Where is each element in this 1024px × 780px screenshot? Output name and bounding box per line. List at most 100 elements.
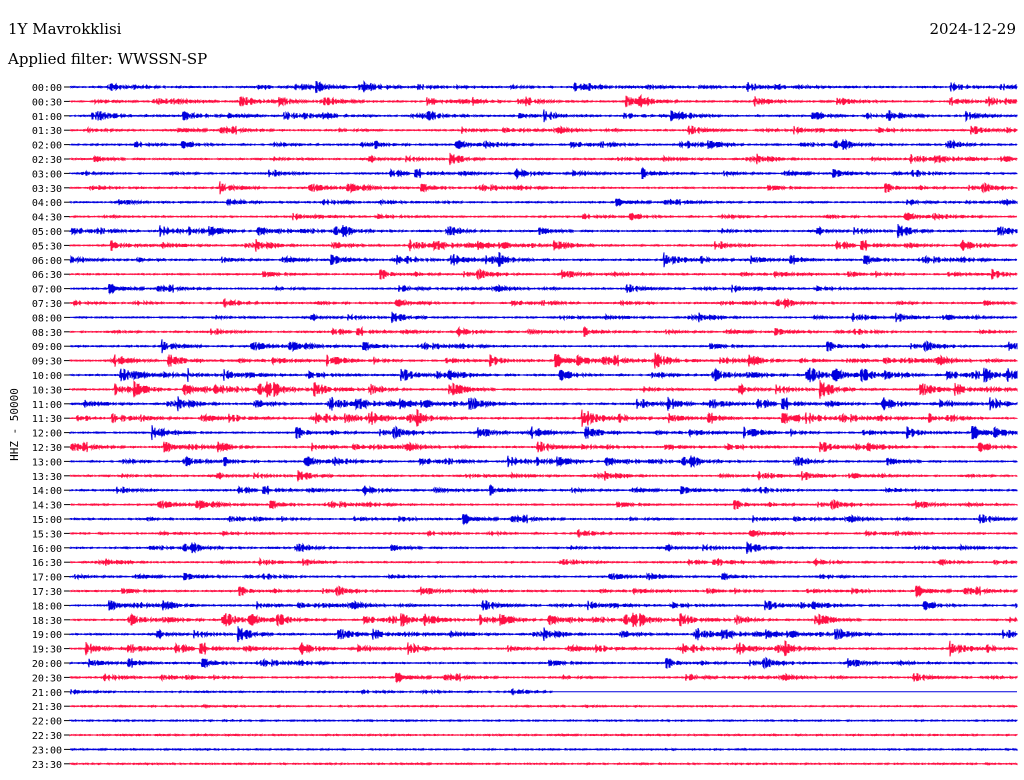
row-time-label: 21:30 (32, 702, 62, 713)
row-time-label: 10:30 (32, 385, 62, 396)
row-time-label: 08:30 (32, 328, 62, 339)
seismic-trace (69, 761, 1018, 766)
filter-label: Applied filter: WWSSN-SP (8, 50, 208, 68)
row-time-label: 00:30 (32, 97, 62, 108)
seismic-trace (69, 311, 1018, 324)
row-time-label: 17:30 (32, 587, 62, 598)
row-time-label: 12:00 (32, 429, 62, 440)
seismic-trace (69, 367, 1018, 383)
row-time-label: 11:00 (32, 400, 62, 411)
row-time-label: 06:00 (32, 256, 62, 267)
row-time-label: 13:30 (32, 472, 62, 483)
seismic-trace (69, 125, 1018, 135)
row-time-label: 09:30 (32, 357, 62, 368)
row-time-label: 03:30 (32, 184, 62, 195)
seismic-trace (69, 283, 1018, 295)
seismic-trace (69, 557, 1018, 567)
row-time-label: 20:00 (32, 659, 62, 670)
seismic-trace (69, 138, 1018, 151)
seismic-trace (69, 541, 1018, 554)
seismic-trace (69, 600, 1018, 611)
row-time-label: 08:00 (32, 313, 62, 324)
seismic-trace (69, 626, 1018, 643)
seismic-trace (69, 396, 1018, 412)
seismic-trace (69, 297, 1018, 310)
row-time-label: 19:00 (32, 630, 62, 641)
row-time-label: 15:00 (32, 515, 62, 526)
seismic-trace (69, 640, 1018, 657)
row-time-label: 04:30 (32, 213, 62, 224)
seismic-trace (69, 181, 1018, 195)
row-time-label: 01:00 (32, 112, 62, 123)
seismic-trace (69, 238, 1018, 252)
seismic-trace (69, 733, 1018, 737)
row-time-label: 05:00 (32, 227, 62, 238)
seismic-trace (69, 251, 1018, 268)
row-time-label: 21:00 (32, 688, 62, 699)
row-time-label: 02:00 (32, 141, 62, 152)
seismic-trace (69, 408, 1018, 427)
seismic-trace (69, 198, 1018, 207)
seismic-trace (69, 571, 1018, 581)
seismic-trace (69, 339, 1018, 354)
seismic-trace (69, 425, 1018, 441)
seismic-trace (69, 380, 1018, 399)
row-time-label: 18:30 (32, 616, 62, 627)
seismic-trace (69, 93, 1018, 108)
seismic-trace (69, 656, 1018, 670)
row-time-label: 05:30 (32, 241, 62, 252)
row-time-label: 22:30 (32, 731, 62, 742)
row-time-label: 03:00 (32, 169, 62, 180)
seismic-trace (69, 455, 1018, 468)
row-time-label: 23:00 (32, 745, 62, 756)
seismic-trace (69, 352, 1018, 369)
row-time-label: 09:00 (32, 342, 62, 353)
seismic-trace (69, 703, 1018, 709)
seismic-trace (69, 152, 1018, 166)
row-time-label: 13:00 (32, 457, 62, 468)
row-time-label: 18:00 (32, 601, 62, 612)
plot-date: 2024-12-29 (929, 20, 1016, 38)
seismic-trace (69, 109, 1018, 123)
row-time-label: 15:30 (32, 529, 62, 540)
row-time-label: 06:30 (32, 270, 62, 281)
seismic-trace (69, 529, 1018, 538)
seismic-trace (69, 718, 1018, 723)
row-time-label: 11:30 (32, 414, 62, 425)
row-time-label: 02:30 (32, 155, 62, 166)
seismic-trace (69, 672, 1018, 684)
row-time-label: 00:00 (32, 83, 62, 94)
row-time-label: 17:00 (32, 573, 62, 584)
row-time-label: 14:00 (32, 486, 62, 497)
seismic-trace (69, 612, 1018, 628)
seismic-trace (69, 325, 1018, 338)
row-time-label: 14:30 (32, 501, 62, 512)
seismic-trace (69, 585, 1018, 599)
row-time-label: 16:30 (32, 558, 62, 569)
seismic-trace (69, 212, 1018, 221)
seismic-trace (69, 688, 1017, 696)
station-title: 1Y Mavrokklisi (8, 20, 122, 38)
row-time-label: 23:30 (32, 760, 62, 771)
row-time-label: 07:00 (32, 285, 62, 296)
seismic-trace (69, 223, 1018, 239)
seismic-trace (69, 166, 1018, 181)
seismic-trace (69, 747, 1018, 752)
seismic-trace (69, 268, 1018, 281)
row-time-label: 01:30 (32, 126, 62, 137)
seismic-trace (69, 484, 1018, 497)
row-time-label: 19:30 (32, 645, 62, 656)
row-time-label: 22:00 (32, 717, 62, 728)
row-time-label: 10:00 (32, 371, 62, 382)
row-time-label: 12:30 (32, 443, 62, 454)
seismic-trace (69, 441, 1018, 453)
row-time-label: 04:00 (32, 198, 62, 209)
row-time-label: 07:30 (32, 299, 62, 310)
seismic-trace (69, 513, 1018, 526)
seismic-trace (69, 498, 1018, 511)
seismic-trace (69, 470, 1018, 482)
row-time-label: 20:30 (32, 673, 62, 684)
row-time-label: 16:00 (32, 544, 62, 555)
seismic-trace (69, 80, 1018, 94)
